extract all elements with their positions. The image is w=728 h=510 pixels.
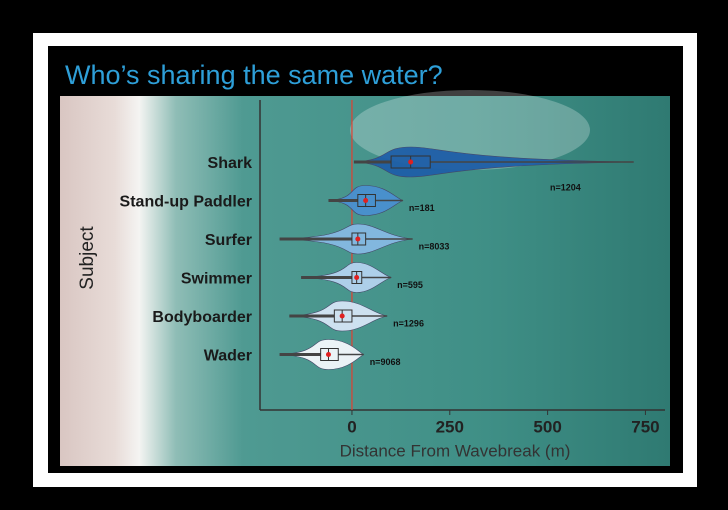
median-dot xyxy=(408,159,414,165)
violin xyxy=(289,300,388,332)
category-label: Swimmer xyxy=(181,271,252,288)
x-axis-label: Distance From Wavebreak (m) xyxy=(340,441,571,460)
median-dot xyxy=(339,313,345,319)
sample-size: n=595 xyxy=(397,280,423,290)
median-dot xyxy=(325,352,331,357)
slide-title: Who’s sharing the same water? xyxy=(65,60,443,90)
y-axis-label: Subject xyxy=(77,226,98,290)
sample-size: n=1296 xyxy=(393,318,424,328)
sample-size: n=1204 xyxy=(550,182,581,192)
box xyxy=(351,232,367,246)
category-label: Bodyboarder xyxy=(152,309,252,326)
x-tick-label: 0 xyxy=(347,417,356,436)
category-label: Shark xyxy=(208,155,253,172)
median-dot xyxy=(354,275,360,280)
sample-size: n=9068 xyxy=(370,357,401,367)
box xyxy=(357,194,376,207)
category-label: Wader xyxy=(204,348,252,365)
x-tick-label: 250 xyxy=(436,417,464,436)
x-tick-label: 500 xyxy=(533,417,561,436)
sample-size: n=8033 xyxy=(419,241,450,251)
median-dot xyxy=(355,236,361,242)
sample-size: n=181 xyxy=(409,203,435,213)
box xyxy=(333,309,353,323)
box xyxy=(320,348,339,361)
median-dot xyxy=(363,198,369,203)
x-tick-label: 750 xyxy=(631,417,659,436)
category-label: Surfer xyxy=(205,232,252,249)
violin xyxy=(279,339,365,370)
category-label: Stand-up Paddler xyxy=(120,194,252,211)
